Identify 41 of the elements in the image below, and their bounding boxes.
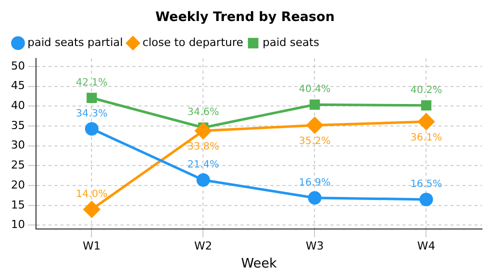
data-label: 35.2% [298,136,331,147]
data-label: 36.1% [410,132,442,144]
legend-label: paid seats partial [28,36,123,49]
data-label: 40.2% [410,85,442,96]
y-tick-label: 50 [10,59,25,72]
legend-label: close to departure [142,36,244,49]
y-tick-label: 10 [10,218,25,232]
data-label: 14.0% [76,188,108,200]
point [418,113,434,130]
x-axis-title: Week [241,256,278,272]
x-tick-label: W4 [417,240,436,253]
data-label: 21.4% [187,160,220,171]
legend-label: paid seats [262,36,320,49]
point [310,99,320,110]
y-tick-label: 35 [10,118,25,132]
data-label: 33.8% [187,141,220,152]
x-tick-label: W3 [306,240,324,253]
data-label: 42.1% [76,77,108,88]
y-tick-label: 15 [10,198,25,212]
point [85,122,98,136]
y-tick-label: 40 [10,99,25,112]
data-label: 34.6% [187,107,220,118]
point [196,173,210,187]
y-tick-label: 30 [10,138,25,152]
point [195,122,212,140]
data-label: 16.9% [298,177,331,188]
data-label: 40.4% [298,84,331,96]
chart-title: Weekly Trend by Reason [155,10,335,26]
point [308,191,322,205]
point [84,201,100,218]
x-tick-label: W1 [82,240,101,253]
data-label: 34.3% [76,108,108,120]
y-tick-label: 45 [10,79,25,92]
data-label: 16.5% [410,179,442,190]
point [86,92,97,104]
y-tick-label: 20 [10,178,25,192]
point [306,117,323,134]
point [420,192,433,206]
x-tick-label: W2 [194,240,212,253]
y-tick-label: 25 [10,158,25,172]
point [421,100,432,111]
